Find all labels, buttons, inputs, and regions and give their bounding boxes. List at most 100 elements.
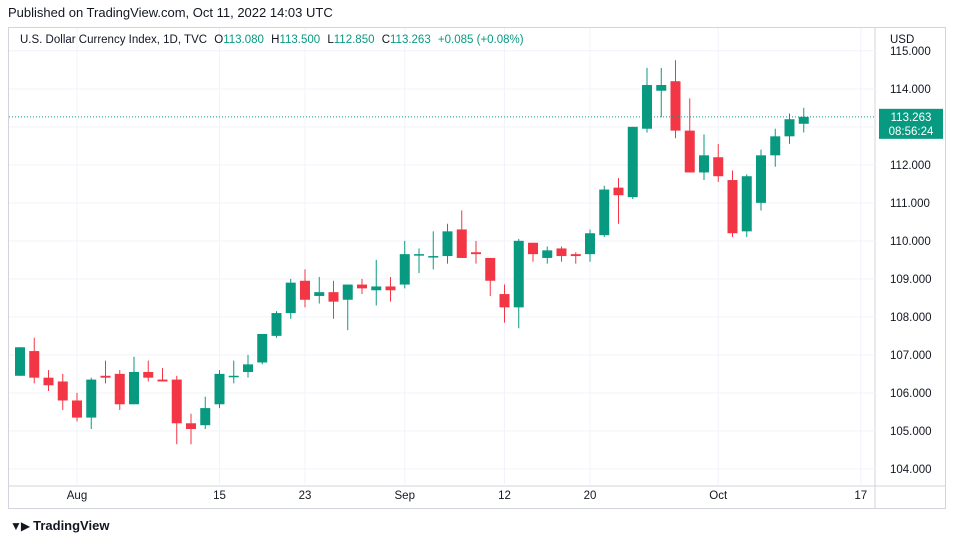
- candle-body: [157, 379, 168, 382]
- x-tick-label: 20: [584, 490, 597, 502]
- x-tick-label: 17: [854, 490, 867, 502]
- candle: [257, 333, 268, 365]
- legend-close-key: C: [381, 34, 390, 46]
- candle: [15, 347, 25, 376]
- candle: [699, 134, 709, 181]
- candle: [456, 210, 467, 258]
- candle-body: [756, 155, 766, 203]
- last-price-label: 113.263: [891, 112, 932, 124]
- y-tick-label: 110.000: [890, 236, 931, 248]
- candle: [385, 276, 396, 302]
- candle: [29, 337, 40, 384]
- candle-body: [385, 286, 396, 291]
- candle-body: [186, 423, 196, 429]
- candle-body: [513, 240, 524, 308]
- candle-body: [143, 371, 154, 378]
- published-caption: Published on TradingView.com, Oct 11, 20…: [8, 5, 333, 20]
- candle-body: [342, 284, 353, 300]
- candle-body: [200, 408, 211, 426]
- candle-body: [15, 347, 25, 376]
- candle-body: [798, 116, 809, 124]
- candle-body: [428, 256, 439, 258]
- candle: [228, 360, 239, 384]
- y-tick-label: 106.000: [890, 388, 932, 400]
- candle-body: [57, 381, 68, 401]
- candle-body: [285, 282, 296, 314]
- y-tick-label: 112.000: [890, 160, 931, 172]
- candle: [214, 370, 225, 409]
- candle: [627, 126, 638, 200]
- candle: [770, 128, 781, 167]
- x-tick-label: 23: [299, 490, 312, 502]
- legend-low-key: L: [327, 34, 334, 46]
- candle-body: [371, 286, 382, 291]
- legend-open-key: O: [214, 34, 224, 46]
- candle-body: [713, 157, 724, 177]
- candle: [656, 67, 667, 118]
- candle-body: [456, 229, 467, 258]
- candle: [43, 370, 54, 391]
- candle: [328, 280, 339, 319]
- candle-body: [471, 252, 481, 255]
- candle: [713, 143, 724, 182]
- candle-body: [542, 250, 553, 258]
- currency-label: USD: [890, 34, 915, 46]
- candle: [414, 248, 424, 274]
- candle: [314, 276, 325, 304]
- candle-body: [699, 155, 709, 173]
- legend-change: +0.085 (+0.08%): [437, 34, 524, 46]
- candle: [285, 278, 296, 319]
- candle: [542, 246, 553, 264]
- candle: [186, 413, 196, 445]
- x-tick-label: Oct: [709, 490, 728, 502]
- candle-body: [442, 231, 453, 257]
- y-tick-label: 108.000: [890, 312, 932, 324]
- x-tick-label: 12: [498, 490, 511, 502]
- candle-body: [727, 180, 738, 234]
- candle: [442, 223, 453, 264]
- candle-body: [171, 379, 182, 424]
- x-tick-label: Sep: [395, 490, 415, 502]
- candle-body: [784, 119, 795, 137]
- candle: [585, 229, 595, 262]
- candle-body: [72, 400, 82, 418]
- candle-body: [257, 333, 268, 363]
- candle: [129, 356, 139, 405]
- candle: [670, 60, 681, 139]
- y-tick-label: 107.000: [890, 350, 932, 362]
- legend-symbol: U.S. Dollar Currency Index, 1D, TVC: [20, 34, 208, 46]
- y-tick-label: 105.000: [890, 426, 932, 438]
- candles: [15, 60, 809, 445]
- candle: [271, 311, 282, 338]
- candle: [200, 396, 211, 429]
- x-tick-label: Aug: [67, 490, 87, 502]
- last-price-badge: [879, 108, 943, 139]
- candle: [684, 98, 695, 173]
- candle-body: [271, 313, 282, 336]
- y-tick-label: 109.000: [890, 274, 932, 286]
- candle-body: [599, 189, 610, 236]
- candle-body: [399, 254, 410, 285]
- time-axis: Aug 15 23 Sep 12 20 Oct 17: [67, 490, 867, 502]
- footer-brand[interactable]: ▼▶ TradingView: [10, 518, 109, 533]
- candle-body: [613, 187, 624, 196]
- candle-body: [86, 379, 97, 418]
- candle: [471, 240, 481, 264]
- candle-body: [100, 375, 111, 378]
- candle: [428, 231, 439, 270]
- candle: [72, 392, 82, 422]
- candle: [528, 242, 538, 262]
- candle: [114, 370, 125, 410]
- candle-body: [528, 242, 538, 255]
- grid-lines: [9, 28, 946, 509]
- candle: [642, 67, 652, 133]
- candle-body: [741, 176, 752, 232]
- legend-low: 112.850: [333, 34, 375, 46]
- candle-body: [357, 284, 367, 289]
- legend-close: 113.263: [390, 34, 431, 46]
- candle-body: [642, 85, 652, 129]
- countdown-label: 08:56:24: [889, 126, 934, 138]
- legend-high: 113.500: [279, 34, 321, 46]
- y-tick-label: 115.000: [890, 46, 931, 58]
